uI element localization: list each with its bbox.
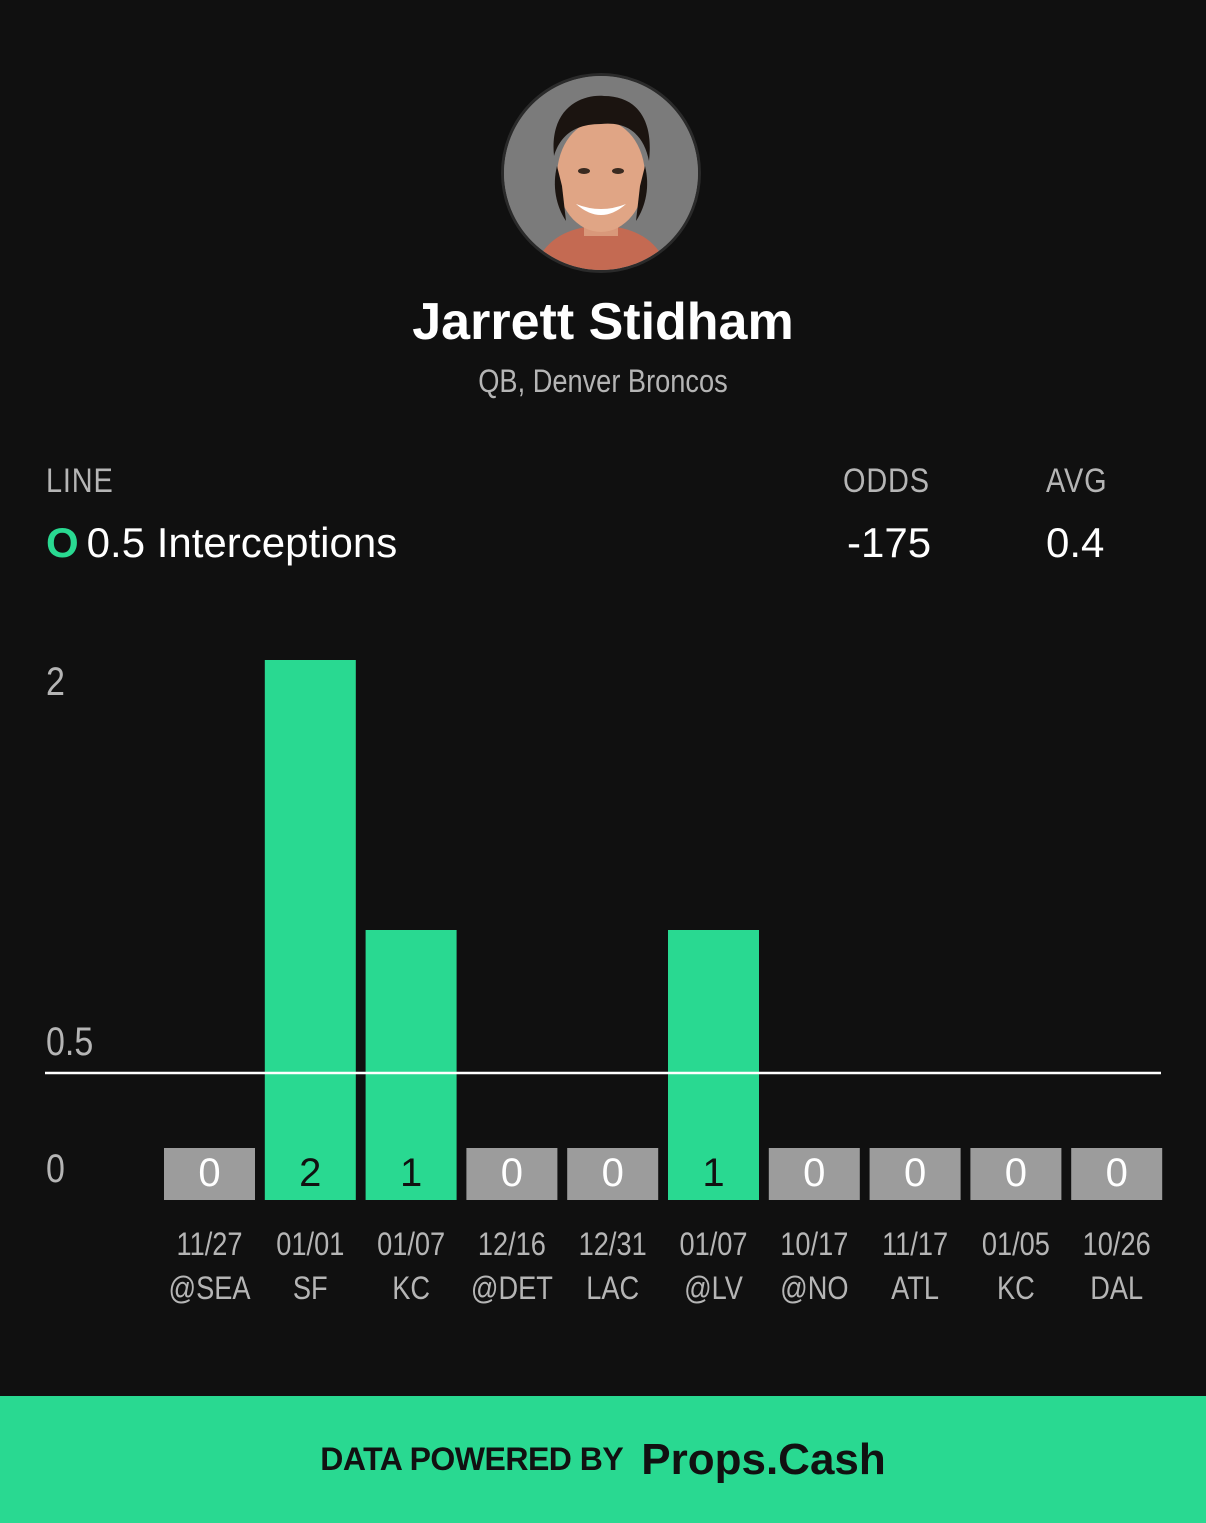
x-tick-opponent: @NO — [780, 1271, 848, 1307]
x-tick-opponent: LAC — [586, 1271, 639, 1307]
player-headshot-icon — [504, 76, 698, 270]
x-tick-date: 01/01 — [276, 1227, 344, 1263]
bar — [668, 930, 759, 1200]
bar — [1071, 1148, 1163, 1200]
bar — [768, 1148, 860, 1200]
x-tick-date: 11/27 — [176, 1227, 242, 1263]
x-tick-date: 01/05 — [982, 1227, 1050, 1263]
bar — [264, 660, 356, 1200]
bar-value-label: 0 — [803, 1151, 825, 1195]
bar-value-label: 0 — [501, 1151, 523, 1195]
y-tick-label: 0 — [46, 1145, 65, 1190]
bar — [164, 1148, 255, 1200]
player-name: Jarrett Stidham — [412, 293, 794, 351]
bar-value-label: 1 — [702, 1151, 724, 1195]
x-tick-opponent: @DET — [471, 1271, 553, 1307]
x-tick-date: 01/07 — [377, 1227, 445, 1263]
bar-value-label: 0 — [198, 1151, 220, 1195]
y-tick-label: 0.5 — [46, 1018, 93, 1063]
game-log-bar-chart: 2 0.5 0 0 2 1 0 0 1 0 0 0 0 11/27 @SEA 01/01 SF 01/07 KC 12… — [45, 658, 1163, 1307]
over-indicator: O — [46, 519, 79, 566]
line-value: 0.5 Interceptions — [86, 519, 398, 566]
bar-value-label: 0 — [904, 1151, 926, 1195]
bar — [970, 1148, 1062, 1200]
line-label: LINE — [46, 462, 114, 500]
player-avatar — [501, 73, 701, 273]
x-tick-opponent: @SEA — [168, 1271, 250, 1307]
bar-value-label: 2 — [299, 1151, 321, 1195]
bar — [567, 1148, 659, 1200]
x-tick-date: 10/26 — [1083, 1227, 1151, 1263]
avg-value: 0.4 — [1046, 519, 1105, 566]
x-tick-opponent: ATL — [891, 1271, 939, 1307]
line-value-group: O 0.5 Interceptions — [46, 519, 397, 567]
avg-label: AVG — [1046, 462, 1108, 500]
bar-value-label: 0 — [1106, 1151, 1128, 1195]
footer-banner: DATA POWERED BY Props.Cash — [0, 1396, 1206, 1523]
bar-value-label: 0 — [1005, 1151, 1027, 1195]
x-tick-date: 12/31 — [579, 1227, 647, 1263]
x-tick-date: 10/17 — [780, 1227, 848, 1263]
x-tick-opponent: @LV — [684, 1271, 743, 1307]
x-tick-opponent: DAL — [1090, 1271, 1143, 1307]
powered-by-label: DATA POWERED BY — [320, 1441, 624, 1477]
bar — [869, 1148, 961, 1200]
player-subtitle: QB, Denver Broncos — [478, 363, 728, 399]
x-tick-date: 12/16 — [478, 1227, 546, 1263]
odds-value: -175 — [847, 519, 932, 566]
brand-logo-text: Props.Cash — [641, 1434, 886, 1484]
x-tick-opponent: KC — [997, 1271, 1035, 1307]
x-tick-date: 01/07 — [679, 1227, 747, 1263]
bar — [365, 930, 457, 1200]
x-tick-opponent: KC — [392, 1271, 430, 1307]
x-tick-date: 11/17 — [882, 1227, 948, 1263]
bar — [466, 1148, 558, 1200]
y-tick-label: 2 — [46, 658, 65, 703]
odds-label: ODDS — [843, 462, 930, 500]
bar-value-label: 1 — [400, 1151, 422, 1195]
x-tick-opponent: SF — [293, 1271, 328, 1307]
bar-value-label: 0 — [602, 1151, 624, 1195]
